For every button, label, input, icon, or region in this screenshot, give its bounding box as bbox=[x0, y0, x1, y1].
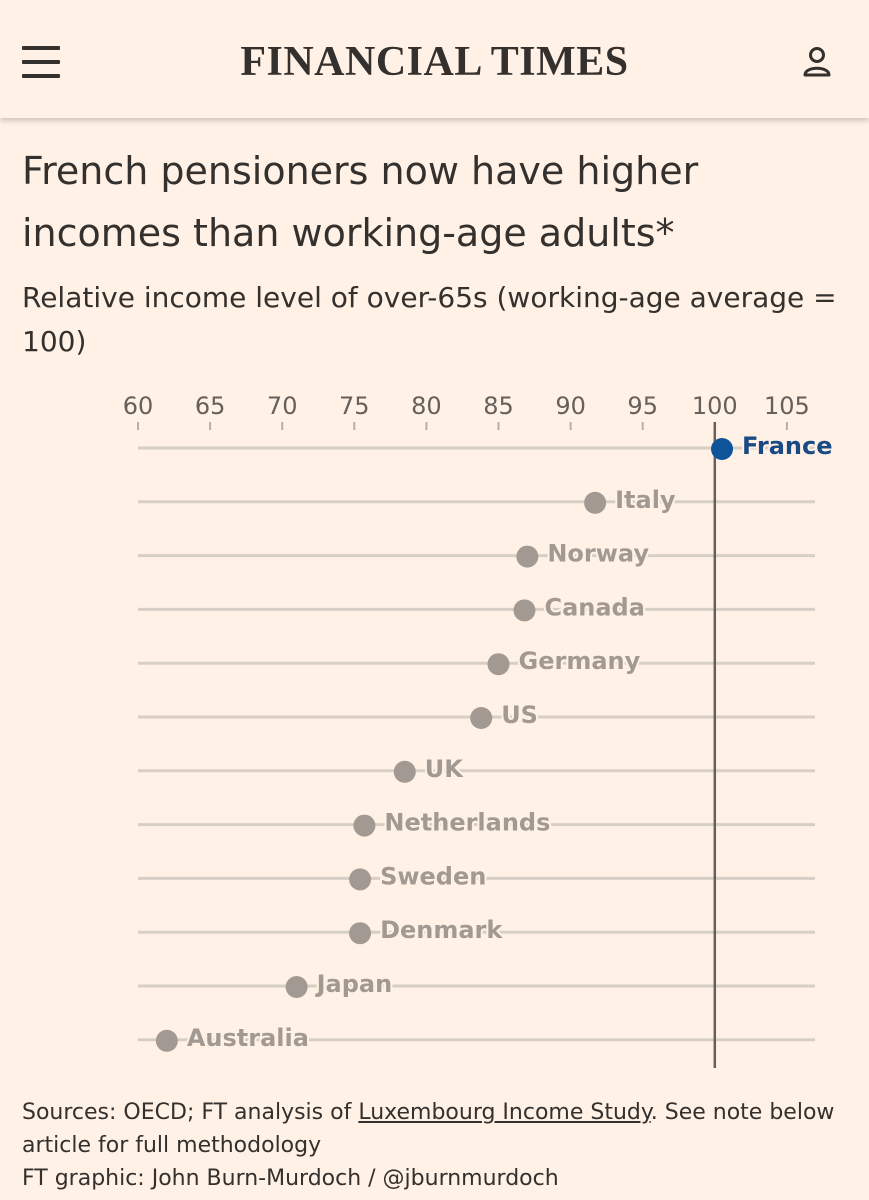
data-point-netherlands bbox=[353, 814, 376, 837]
data-point-italy bbox=[584, 491, 607, 514]
data-point-france bbox=[711, 438, 734, 460]
data-point-australia bbox=[155, 1029, 178, 1052]
x-tick-label-60: 60 bbox=[123, 392, 154, 420]
country-label-japan: Japan bbox=[315, 970, 393, 998]
x-tick-label-95: 95 bbox=[627, 392, 658, 420]
country-label-netherlands: Netherlands bbox=[384, 809, 550, 837]
country-label-france: France bbox=[742, 432, 832, 460]
data-point-canada bbox=[513, 599, 536, 622]
masthead-logo[interactable]: FINANCIAL TIMES bbox=[240, 39, 629, 85]
data-point-denmark bbox=[349, 922, 372, 945]
country-label-norway: Norway bbox=[547, 540, 649, 568]
sources-prefix: Sources: OECD; FT analysis of bbox=[22, 1100, 359, 1125]
top-navigation-bar: FINANCIAL TIMES bbox=[0, 0, 869, 118]
country-label-sweden: Sweden bbox=[380, 862, 486, 890]
data-point-germany bbox=[487, 653, 510, 676]
country-label-australia: Australia bbox=[187, 1024, 309, 1052]
graphic-credit: FT graphic: John Burn-Murdoch / @jburnmu… bbox=[22, 1166, 559, 1191]
x-tick-label-70: 70 bbox=[267, 392, 298, 420]
data-point-norway bbox=[516, 545, 539, 568]
data-point-sweden bbox=[349, 868, 372, 891]
x-tick-label-80: 80 bbox=[411, 392, 442, 420]
country-label-us: US bbox=[501, 701, 538, 729]
x-tick-label-85: 85 bbox=[483, 392, 514, 420]
hamburger-menu-icon[interactable] bbox=[22, 44, 62, 80]
data-point-japan bbox=[285, 976, 308, 998]
x-tick-label-100: 100 bbox=[692, 392, 738, 420]
country-label-uk: UK bbox=[425, 755, 464, 783]
x-tick-label-65: 65 bbox=[195, 392, 226, 420]
x-tick-label-75: 75 bbox=[339, 392, 370, 420]
chart-headline: French pensioners now have higher income… bbox=[22, 149, 699, 255]
country-label-germany: Germany bbox=[519, 647, 641, 675]
user-account-icon[interactable] bbox=[800, 44, 834, 80]
luxembourg-income-study-link[interactable]: Luxembourg Income Study bbox=[358, 1100, 651, 1125]
x-tick-label-105: 105 bbox=[764, 392, 810, 420]
sources-note: Sources: OECD; FT analysis of Luxembourg… bbox=[22, 1096, 852, 1162]
data-point-uk bbox=[393, 760, 416, 783]
x-tick-label-90: 90 bbox=[555, 392, 586, 420]
country-label-canada: Canada bbox=[544, 593, 644, 621]
sources-suffix: . See note below article for full method… bbox=[22, 1100, 835, 1158]
country-label-italy: Italy bbox=[615, 486, 676, 514]
chart-footer: Sources: OECD; FT analysis of Luxembourg… bbox=[22, 1096, 852, 1195]
chart-subtitle: Relative income level of over-65s (worki… bbox=[22, 281, 837, 358]
dot-plot-chart: 60 65 70 75 80 85 90 95 100 105 France Italy Norway C… bbox=[123, 392, 834, 1068]
country-label-denmark: Denmark bbox=[380, 916, 503, 944]
data-point-us bbox=[470, 707, 493, 729]
